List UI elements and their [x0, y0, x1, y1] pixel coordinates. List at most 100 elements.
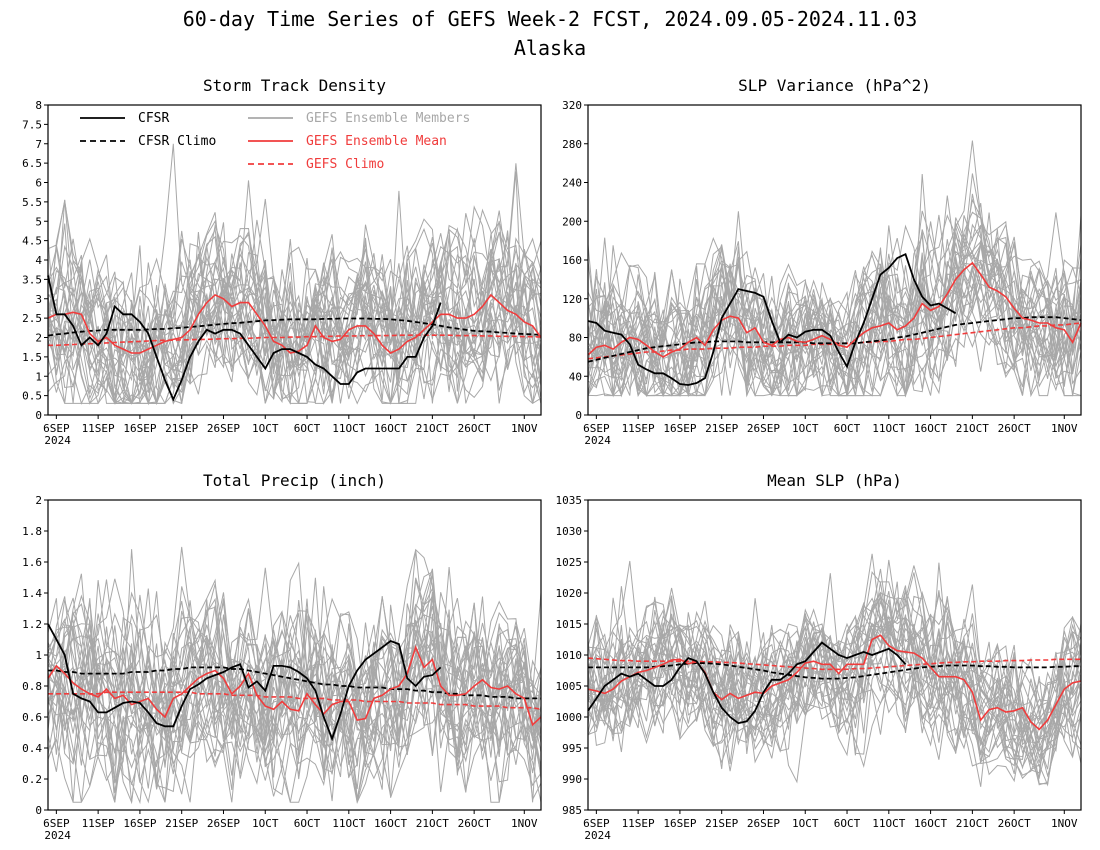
ensemble-member-line [47, 597, 542, 803]
y-tick-label: 1.2 [22, 618, 42, 631]
x-tick-year: 2024 [44, 434, 71, 447]
ensemble-member-line [587, 587, 1082, 734]
ensemble-member-line [587, 232, 1082, 398]
series-line-ens-mean [587, 634, 1082, 731]
legend-cfsr-label: CFSR [138, 111, 169, 126]
x-tick-label: 16SEP [663, 422, 696, 435]
legend-members-label: GEFS Ensemble Members [306, 111, 470, 126]
y-tick-label: 120 [562, 293, 582, 306]
x-tick-label: 21OCT [956, 817, 989, 830]
y-tick-label: 1.5 [22, 351, 42, 364]
ensemble-member-line [587, 230, 1082, 396]
x-tick-label: 11SEP [622, 422, 655, 435]
y-tick-label: 0.5 [22, 390, 42, 403]
x-tick-label: 26SEP [747, 817, 780, 830]
ensemble-member-line [587, 606, 1082, 786]
ensemble-member-line [47, 239, 542, 404]
x-tick-label: 6SEP [583, 422, 610, 435]
ensemble-member-line [587, 225, 1082, 397]
x-tick-label: 16OCT [374, 817, 407, 830]
ensemble-member-line [587, 637, 1082, 785]
y-tick-label: 8 [35, 99, 42, 112]
y-tick-label: 80 [569, 332, 582, 345]
x-tick-label: 11SEP [82, 817, 115, 830]
figure-subtitle: Alaska [514, 36, 586, 60]
series-line-cfsr [587, 252, 957, 386]
ensemble-member-line [587, 588, 1082, 762]
x-tick-label: 16OCT [914, 422, 947, 435]
ensemble-member-line [587, 193, 1082, 396]
ensemble-members [587, 553, 1082, 787]
y-tick-label: 1 [35, 649, 42, 662]
series-line-cfsr-climo [47, 317, 542, 337]
x-tick-label: 21OCT [956, 422, 989, 435]
x-tick-label: 6OCT [294, 422, 321, 435]
legend-cfsr-climo-label: CFSR Climo [138, 134, 216, 149]
y-tick-label: 160 [562, 254, 582, 267]
legend: CFSR CFSR Climo GEFS Ensemble Members GEFS … [80, 111, 470, 172]
x-tick-label: 1OCT [792, 817, 819, 830]
ensemble-member-line [47, 227, 542, 405]
y-tick-label: 1025 [556, 556, 583, 569]
ensemble-members [587, 140, 1082, 398]
ensemble-member-line [47, 578, 542, 800]
panels-group: Storm Track Density 0 0.5 1 1.5 2 2.5 3 3.5 4 4.5 5… [22, 76, 1082, 842]
ensemble-member-line [47, 596, 542, 802]
x-tick-label: 26OCT [998, 422, 1031, 435]
x-tick-label: 21SEP [705, 817, 738, 830]
x-tick-label: 6SEP [43, 817, 70, 830]
x-tick-label: 26SEP [207, 422, 240, 435]
x-tick-label: 1NOV [1051, 817, 1078, 830]
x-tick-label: 21SEP [165, 817, 198, 830]
y-tick-label: 0 [575, 409, 582, 422]
x-tick-label: 1NOV [1051, 422, 1078, 435]
series-line-ens-mean [47, 293, 542, 354]
ensemble-member-line [47, 232, 542, 405]
y-tick-label: 1035 [556, 494, 583, 507]
panel-title: Storm Track Density [203, 76, 386, 95]
x-tick-label: 21SEP [705, 422, 738, 435]
y-tick-label: 5 [35, 215, 42, 228]
figure-title: 60-day Time Series of GEFS Week-2 FCST, … [183, 7, 918, 31]
x-tick-label: 26SEP [747, 422, 780, 435]
y-tick-label: 7 [35, 138, 42, 151]
x-tick-label: 11OCT [872, 817, 905, 830]
series-line-cfsr [47, 275, 442, 402]
y-tick-label: 6.5 [22, 157, 42, 170]
y-tick-label: 280 [562, 138, 582, 151]
x-tick-label: 1OCT [792, 422, 819, 435]
x-tick-label: 16SEP [123, 817, 156, 830]
y-tick-label: 4.5 [22, 235, 42, 248]
y-tick-label: 1005 [556, 680, 583, 693]
x-tick-label: 1OCT [252, 817, 279, 830]
ensemble-member-line [587, 226, 1082, 397]
legend-ens-mean-label: GEFS Ensemble Mean [306, 134, 447, 149]
x-tick-label: 16SEP [663, 817, 696, 830]
y-tick-label: 0.8 [22, 680, 42, 693]
y-tick-label: 1020 [556, 587, 583, 600]
ensemble-member-line [47, 567, 542, 792]
x-tick-label: 1NOV [511, 817, 538, 830]
ensemble-member-line [587, 173, 1082, 397]
y-tick-label: 1.8 [22, 525, 42, 538]
x-tick-label: 6SEP [43, 422, 70, 435]
ensemble-member-line [587, 212, 1082, 398]
y-tick-label: 4 [35, 254, 42, 267]
x-tick-label: 16OCT [374, 422, 407, 435]
x-tick-label: 21OCT [416, 817, 449, 830]
y-tick-label: 1015 [556, 618, 583, 631]
ensemble-member-line [47, 221, 542, 405]
y-tick-label: 2 [35, 494, 42, 507]
y-tick-label: 0.2 [22, 773, 42, 786]
legend-gefs-climo-label: GEFS Climo [306, 157, 384, 172]
x-tick-label: 1NOV [511, 422, 538, 435]
chart-panel-2: SLP Variance (hPa^2) 0 40 80 120 160 200 240 280… [562, 76, 1082, 447]
y-tick-label: 240 [562, 177, 582, 190]
y-tick-label: 985 [562, 804, 582, 817]
ensemble-member-line [47, 546, 542, 793]
x-tick-label: 6SEP [583, 817, 610, 830]
x-tick-label: 11OCT [332, 817, 365, 830]
y-tick-label: 0 [35, 409, 42, 422]
y-tick-label: 0.6 [22, 711, 42, 724]
ensemble-members [47, 546, 542, 805]
